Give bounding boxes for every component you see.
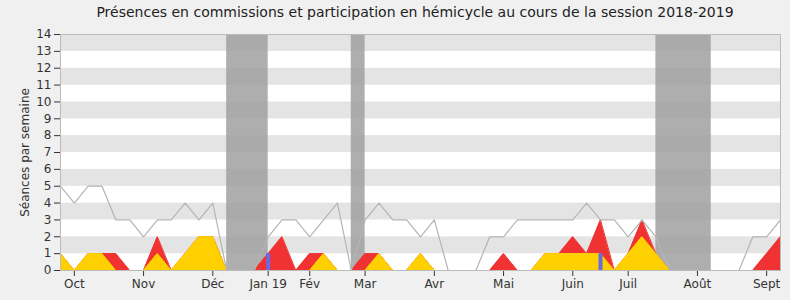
svg-text:Mai: Mai — [493, 277, 514, 291]
svg-text:Juil: Juil — [618, 277, 637, 291]
svg-text:5: 5 — [44, 179, 52, 193]
svg-text:Oct: Oct — [64, 277, 85, 291]
svg-text:7: 7 — [44, 145, 52, 159]
svg-text:4: 4 — [44, 196, 52, 210]
svg-text:9: 9 — [44, 112, 52, 126]
svg-text:3: 3 — [44, 213, 52, 227]
svg-text:8: 8 — [44, 128, 52, 142]
svg-text:1: 1 — [44, 246, 52, 260]
svg-text:Séances par semaine: Séances par semaine — [18, 88, 32, 217]
svg-text:Fév: Fév — [299, 277, 320, 291]
svg-text:13: 13 — [36, 44, 51, 58]
svg-text:2: 2 — [44, 230, 52, 244]
svg-text:Jan 19: Jan 19 — [248, 277, 287, 291]
svg-text:Nov: Nov — [132, 277, 155, 291]
svg-text:Mar: Mar — [354, 277, 377, 291]
svg-text:14: 14 — [36, 27, 51, 41]
svg-text:0: 0 — [44, 263, 52, 277]
html-text:Présences en commissions et pa: Présences en commissions et participatio… — [96, 4, 734, 20]
svg-text:Août: Août — [684, 277, 712, 291]
svg-text:6: 6 — [44, 162, 52, 176]
svg-text:Déc: Déc — [201, 277, 224, 291]
svg-text:Sept: Sept — [753, 277, 781, 291]
svg-text:12: 12 — [36, 61, 51, 75]
svg-text:11: 11 — [36, 78, 51, 92]
svg-text:Avr: Avr — [425, 277, 445, 291]
svg-text:Juin: Juin — [561, 277, 584, 291]
svg-text:10: 10 — [36, 95, 51, 109]
